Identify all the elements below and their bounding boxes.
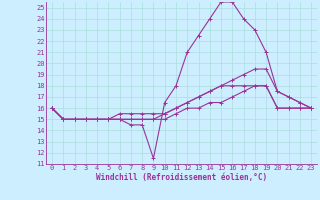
X-axis label: Windchill (Refroidissement éolien,°C): Windchill (Refroidissement éolien,°C) [96,173,267,182]
